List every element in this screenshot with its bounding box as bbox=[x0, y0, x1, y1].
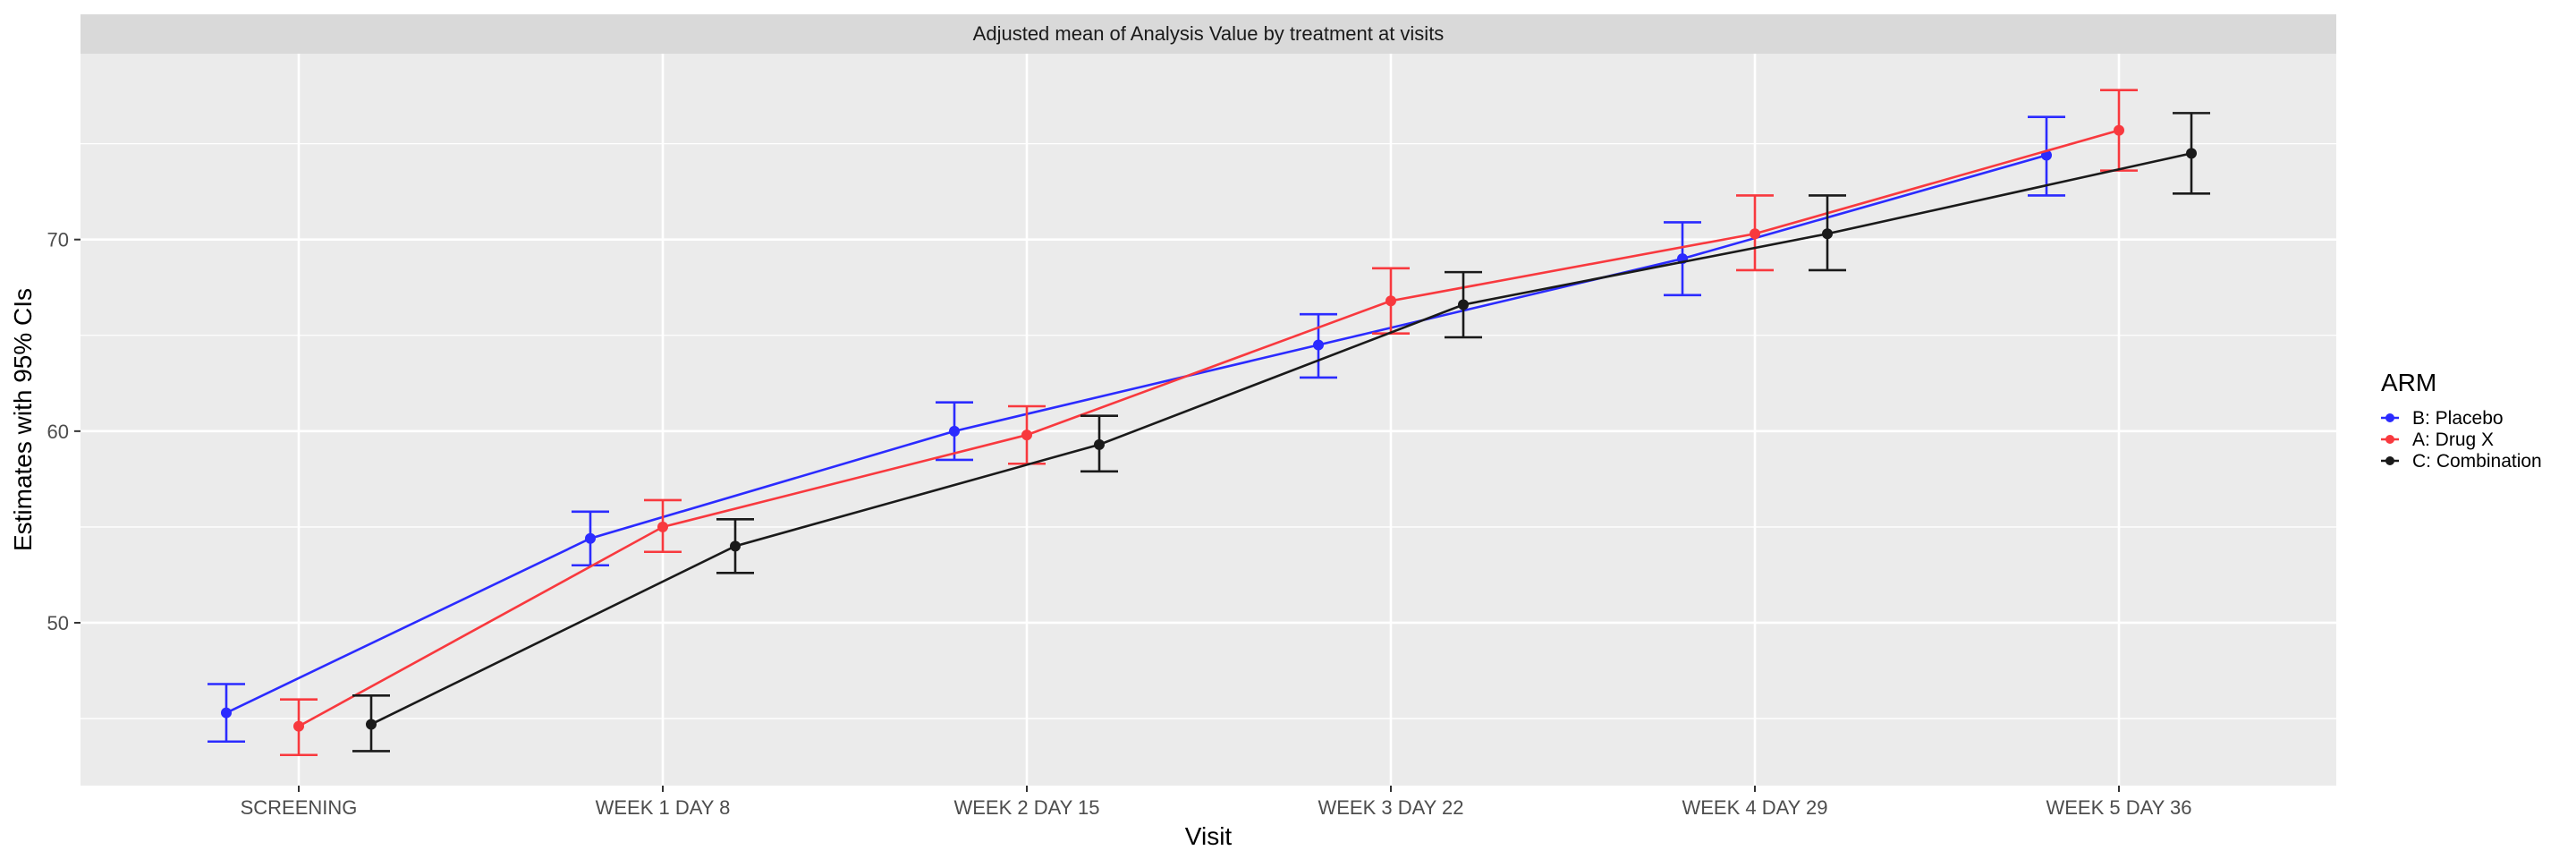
y-axis-title: Estimates with 95% CIs bbox=[9, 288, 37, 551]
plot-panel bbox=[80, 54, 2336, 786]
data-point bbox=[366, 719, 377, 730]
data-point bbox=[221, 707, 232, 719]
x-tick-label: WEEK 4 DAY 29 bbox=[1682, 796, 1827, 819]
data-point bbox=[1021, 430, 1032, 441]
series-line bbox=[225, 154, 2047, 714]
data-point bbox=[1458, 299, 1469, 310]
y-tick-label: 60 bbox=[47, 421, 69, 443]
x-axis: SCREENING WEEK 1 DAY 8 WEEK 2 DAY 15 WEEK 3… bbox=[241, 786, 2192, 819]
data-point bbox=[585, 532, 596, 544]
data-point bbox=[1313, 339, 1324, 351]
data-point bbox=[657, 521, 668, 532]
data-point bbox=[1094, 438, 1105, 450]
x-tick-label: WEEK 5 DAY 36 bbox=[2046, 796, 2191, 819]
series-line bbox=[370, 152, 2192, 726]
legend-key-point bbox=[2385, 435, 2394, 444]
legend-label: A: Drug X bbox=[2412, 430, 2494, 450]
y-axis: 50 60 70 bbox=[47, 229, 80, 634]
x-tick-label: WEEK 1 DAY 8 bbox=[596, 796, 731, 819]
y-tick-label: 70 bbox=[47, 229, 69, 251]
chart-title: Adjusted mean of Analysis Value by treat… bbox=[973, 22, 1445, 45]
x-tick-label: WEEK 3 DAY 22 bbox=[1318, 796, 1463, 819]
y-tick-label: 50 bbox=[47, 612, 69, 634]
legend-key-point bbox=[2385, 413, 2394, 422]
series-3 bbox=[352, 112, 2210, 753]
facet-strip bbox=[80, 14, 2336, 54]
legend-title: ARM bbox=[2381, 369, 2436, 396]
x-tick-label: SCREENING bbox=[241, 796, 358, 819]
data-point bbox=[1822, 228, 1833, 240]
data-point bbox=[1385, 295, 1396, 307]
data-point bbox=[293, 720, 304, 732]
legend-label: C: Combination bbox=[2412, 451, 2542, 472]
legend-item: C: Combination bbox=[2381, 451, 2542, 472]
series-2 bbox=[280, 89, 2138, 757]
data-point bbox=[949, 425, 960, 437]
legend-item: A: Drug X bbox=[2381, 430, 2494, 450]
legend-item: B: Placebo bbox=[2381, 408, 2504, 429]
series-line bbox=[298, 129, 2120, 727]
series-1 bbox=[208, 115, 2065, 744]
legend-key-point bbox=[2385, 456, 2394, 465]
x-axis-title: Visit bbox=[1185, 822, 1233, 850]
legend-label: B: Placebo bbox=[2412, 408, 2504, 429]
data-point bbox=[2186, 148, 2197, 159]
data-series bbox=[208, 89, 2210, 757]
data-point bbox=[2114, 124, 2124, 136]
data-point bbox=[730, 540, 741, 552]
x-tick-label: WEEK 2 DAY 15 bbox=[953, 796, 1099, 819]
data-point bbox=[1750, 228, 1760, 240]
